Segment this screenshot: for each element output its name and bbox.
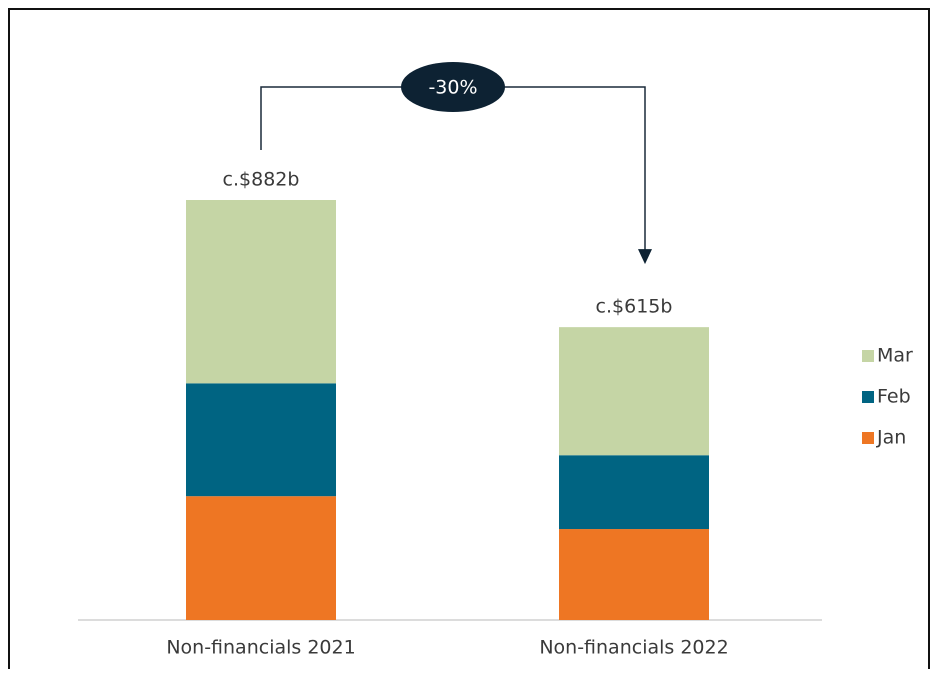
bar-segment [559,455,709,530]
total-label: c.$615b [596,296,673,318]
legend-label: Mar [877,345,913,367]
x-tick-label: Non-financials 2022 [539,637,728,659]
legend-swatch [862,432,874,444]
total-label: c.$882b [223,169,300,191]
arrow-head [638,249,652,265]
legend-label: Jan [876,427,906,449]
bar-segment [186,496,336,620]
bar-segment [559,327,709,456]
legend-label: Feb [877,386,911,408]
bar-segment [559,529,709,620]
x-tick-label: Non-financials 2021 [166,637,355,659]
change-badge [401,62,505,112]
frame [8,8,930,673]
bar-segment [186,200,336,384]
bar-segment [186,383,336,497]
change-label: -30% [428,77,477,99]
legend-swatch [862,391,874,403]
legend-swatch [862,350,874,362]
